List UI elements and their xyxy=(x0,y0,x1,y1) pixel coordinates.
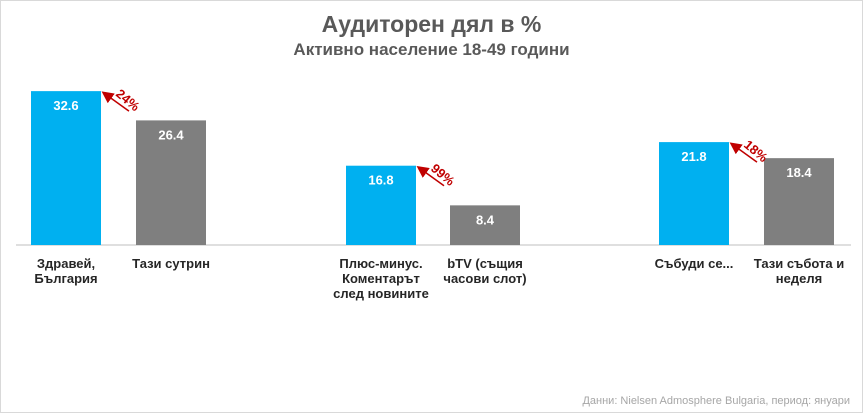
growth-arrow xyxy=(101,91,130,112)
bar xyxy=(136,120,206,245)
category-label: Здравей, България xyxy=(34,256,98,286)
value-label: 16.8 xyxy=(368,173,393,188)
category-label: Тази събота и неделя xyxy=(753,256,845,286)
bar xyxy=(346,165,416,245)
bar xyxy=(659,142,729,245)
chart-subtitle: Активно население 18-49 години xyxy=(293,40,570,59)
chart-title: Аудиторен дял в % xyxy=(321,11,542,37)
value-label: 18.4 xyxy=(786,165,812,180)
source-note: Данни: Nielsen Admosphere Bulgaria, пери… xyxy=(582,395,850,407)
value-label: 26.4 xyxy=(158,127,184,142)
value-label: 8.4 xyxy=(476,212,495,227)
value-label: 21.8 xyxy=(681,149,706,164)
category-label: Събуди се... xyxy=(654,256,734,271)
category-label: bTV (същия часови слот) xyxy=(443,256,527,286)
category-label: Плюс-минус. Коментарът след новините xyxy=(333,256,429,301)
growth-arrow xyxy=(729,142,758,163)
value-label: 32.6 xyxy=(53,98,78,113)
bar xyxy=(31,91,101,246)
bar xyxy=(450,205,520,245)
bar xyxy=(764,158,834,245)
category-label: Тази сутрин xyxy=(132,256,210,271)
growth-arrow xyxy=(416,165,445,187)
